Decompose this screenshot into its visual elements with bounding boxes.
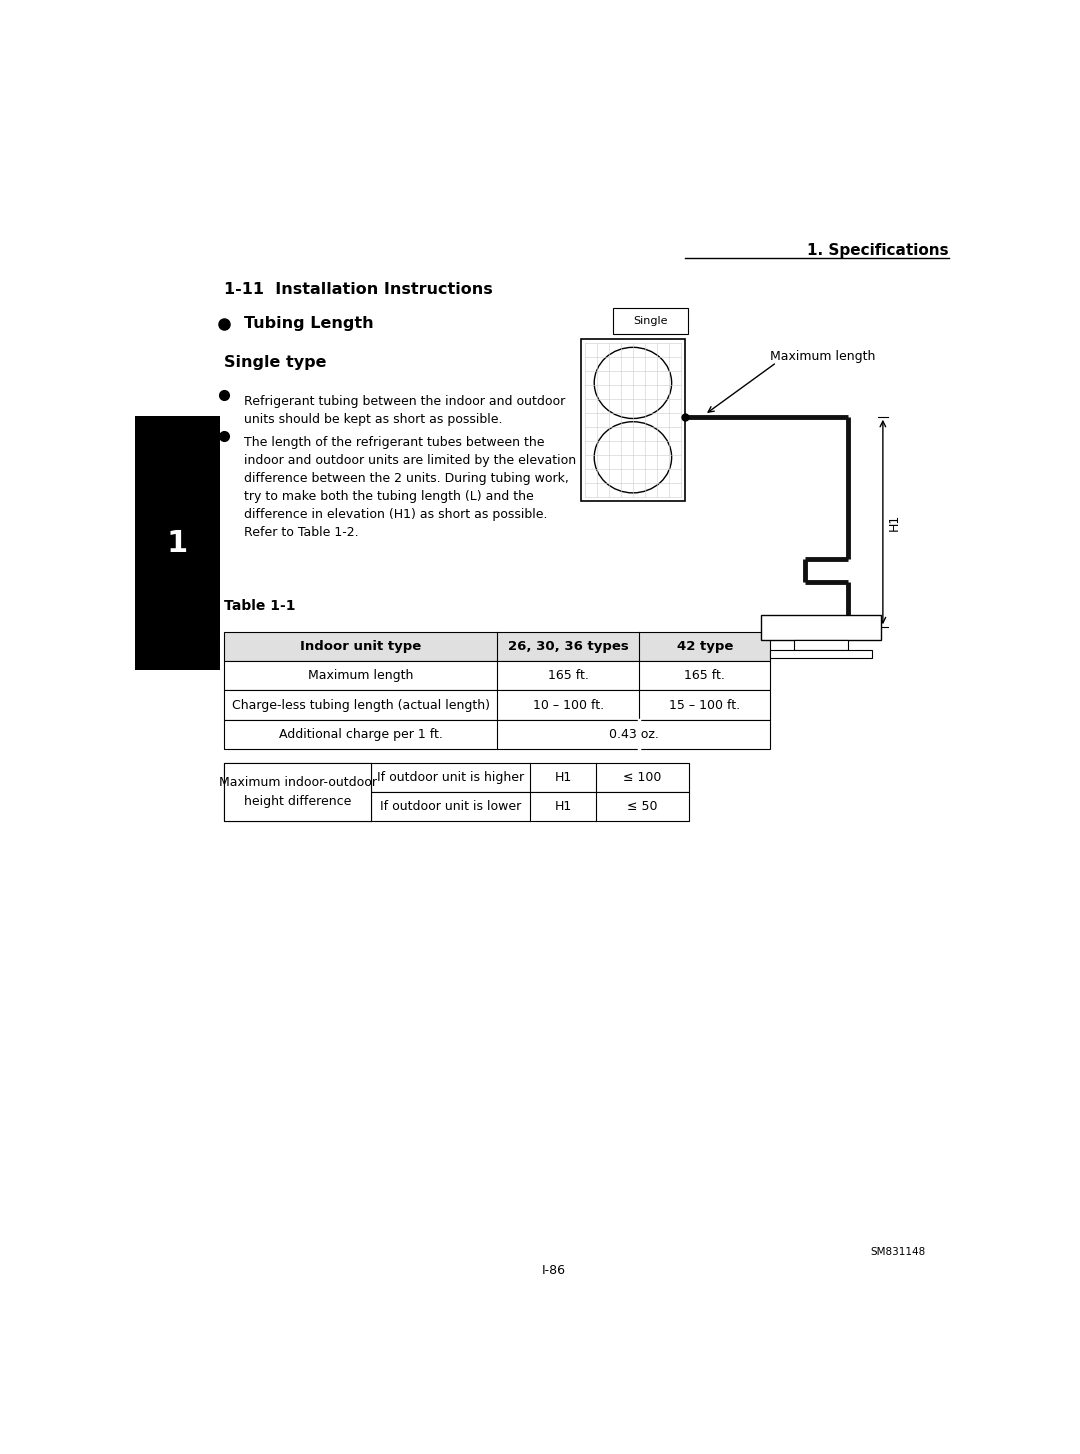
- Text: Charge-less tubing length (actual length): Charge-less tubing length (actual length…: [232, 698, 489, 711]
- Text: The length of the refrigerant tubes between the
indoor and outdoor units are lim: The length of the refrigerant tubes betw…: [243, 436, 576, 538]
- Text: 0.43 oz.: 0.43 oz.: [609, 728, 659, 740]
- Text: ≤ 100: ≤ 100: [623, 771, 662, 784]
- Text: H1: H1: [554, 800, 571, 813]
- Bar: [794, 640, 848, 650]
- Text: Single: Single: [633, 316, 667, 326]
- Text: 1-11  Installation Instructions: 1-11 Installation Instructions: [225, 282, 492, 297]
- Bar: [770, 650, 872, 659]
- Ellipse shape: [594, 422, 672, 493]
- Text: Refrigerant tubing between the indoor and outdoor
units should be kept as short : Refrigerant tubing between the indoor an…: [243, 394, 565, 426]
- Bar: [225, 662, 770, 691]
- Text: SM831148: SM831148: [870, 1246, 926, 1256]
- Bar: [581, 339, 685, 502]
- FancyBboxPatch shape: [613, 308, 688, 334]
- Bar: [225, 763, 689, 792]
- Text: Maximum length: Maximum length: [770, 350, 876, 362]
- Text: 42 type: 42 type: [677, 640, 733, 653]
- Text: 1. Specifications: 1. Specifications: [807, 243, 948, 259]
- Text: Single type: Single type: [225, 355, 326, 369]
- Text: I-86: I-86: [541, 1265, 566, 1278]
- Text: 26, 30, 36 types: 26, 30, 36 types: [508, 640, 629, 653]
- Ellipse shape: [594, 348, 672, 419]
- Text: 10 – 100 ft.: 10 – 100 ft.: [532, 698, 604, 711]
- Text: Maximum indoor-outdoor
height difference: Maximum indoor-outdoor height difference: [219, 776, 377, 808]
- Text: Table 1-1: Table 1-1: [225, 599, 296, 612]
- Bar: [225, 632, 770, 662]
- Text: If outdoor unit is higher: If outdoor unit is higher: [377, 771, 525, 784]
- Text: H1: H1: [888, 513, 901, 531]
- Bar: [225, 763, 372, 822]
- Text: Maximum length: Maximum length: [308, 669, 414, 682]
- Text: 165 ft.: 165 ft.: [685, 669, 726, 682]
- Bar: [225, 720, 770, 749]
- Text: ≤ 50: ≤ 50: [627, 800, 658, 813]
- Bar: [135, 416, 220, 670]
- Bar: [760, 615, 881, 640]
- Text: 165 ft.: 165 ft.: [548, 669, 589, 682]
- Text: Tubing Length: Tubing Length: [243, 317, 373, 332]
- Text: Indoor unit type: Indoor unit type: [300, 640, 421, 653]
- Bar: [225, 691, 770, 720]
- Text: 15 – 100 ft.: 15 – 100 ft.: [670, 698, 741, 711]
- Bar: [225, 792, 689, 822]
- Text: 1: 1: [167, 529, 188, 558]
- Text: Additional charge per 1 ft.: Additional charge per 1 ft.: [279, 728, 443, 740]
- Text: H1: H1: [554, 771, 571, 784]
- Text: If outdoor unit is lower: If outdoor unit is lower: [380, 800, 522, 813]
